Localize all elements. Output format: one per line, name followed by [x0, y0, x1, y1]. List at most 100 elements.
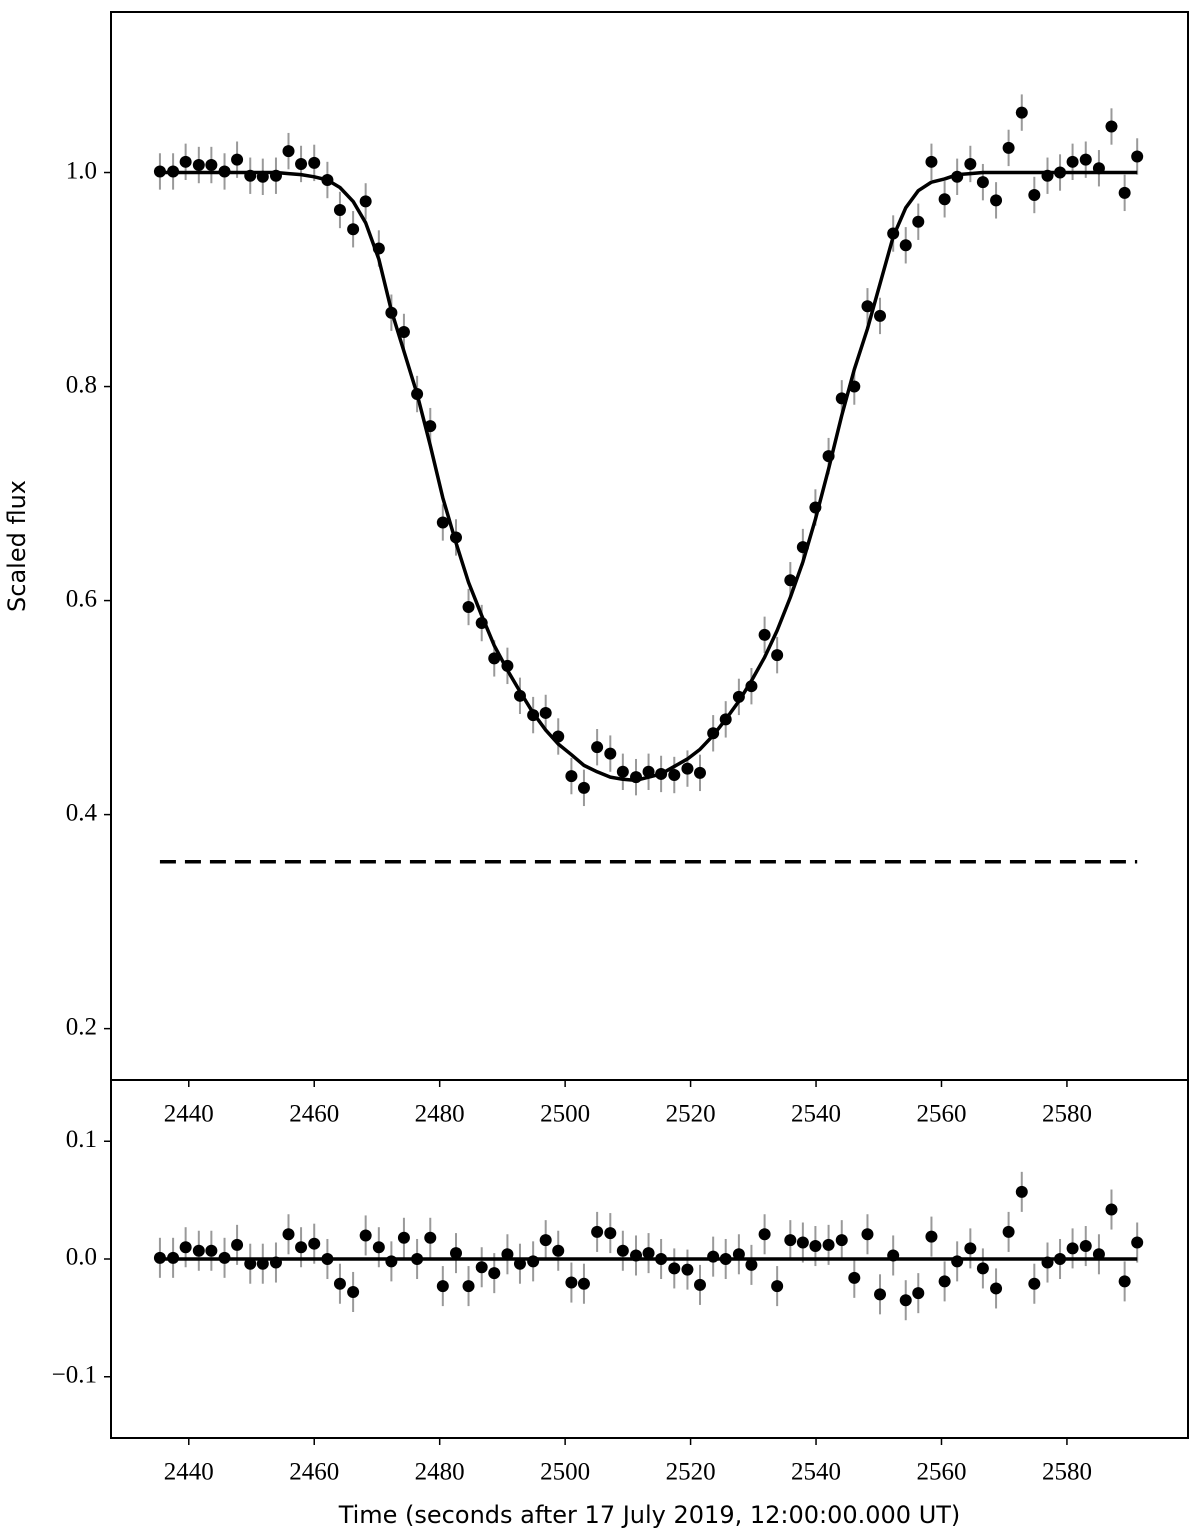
data-point [1131, 1236, 1144, 1249]
data-point [771, 649, 784, 662]
x-tick-label: 2540 [791, 1101, 841, 1128]
data-point [359, 195, 372, 208]
x-tick-label: 2460 [289, 1101, 339, 1128]
x-tick-label: 2480 [415, 1459, 465, 1486]
data-point [707, 1250, 720, 1263]
panel: 0.2 0.4 0.6 0.8 1.0 2440 2460 2480 2500 2520 2540 2… [3, 11, 1189, 1128]
data-point [796, 1236, 809, 1249]
data-point [295, 157, 308, 170]
data-point [616, 1244, 629, 1257]
x-tick-label: 2460 [289, 1459, 339, 1486]
data-point [976, 1262, 989, 1275]
data-point [372, 1241, 385, 1254]
data-point [604, 1227, 617, 1240]
data-point [565, 1276, 578, 1289]
x-tick-label: 2560 [916, 1459, 966, 1486]
x-tick-label: 2500 [540, 1101, 590, 1128]
data-point [1131, 150, 1144, 163]
data-point [693, 766, 706, 779]
data-point [1118, 186, 1131, 199]
data-point [308, 156, 321, 169]
data-point [784, 1234, 797, 1247]
data-point [539, 706, 552, 719]
data-point [449, 1247, 462, 1260]
data-point [938, 1275, 951, 1288]
data-point [295, 1241, 308, 1254]
x-axis-label: Time (seconds after 17 July 2019, 12:00:… [338, 1501, 961, 1529]
y-tick-label: 1.0 [66, 157, 97, 184]
data-point [861, 300, 874, 313]
data-point [951, 1255, 964, 1268]
data-point [488, 652, 501, 665]
data-point [925, 155, 938, 168]
panel: −0.1 0.0 0.1 2440 2460 2480 2500 2520 2540 2560 25… [52, 1079, 1189, 1529]
data-point [488, 1267, 501, 1280]
data-point [347, 223, 360, 236]
data-point [848, 1271, 861, 1284]
data-point [616, 765, 629, 778]
data-point [397, 325, 410, 338]
data-point [205, 1244, 218, 1257]
data-point [1079, 153, 1092, 166]
data-point [938, 193, 951, 206]
data-point [1066, 1242, 1079, 1255]
data-point [1015, 106, 1028, 119]
data-point [282, 145, 295, 158]
data-point [462, 600, 475, 613]
data-point [591, 1225, 604, 1238]
data-point [899, 1294, 912, 1307]
x-tick-label: 2580 [1042, 1101, 1092, 1128]
data-point [976, 176, 989, 189]
data-point [424, 1231, 437, 1244]
data-point [1028, 188, 1041, 201]
data-point [591, 741, 604, 754]
x-tick-label: 2560 [916, 1101, 966, 1128]
data-point [681, 762, 694, 775]
data-point [282, 1228, 295, 1241]
y-tick-label: −0.1 [52, 1361, 97, 1388]
data-point [385, 1255, 398, 1268]
y-tick-label: 0.4 [66, 799, 98, 826]
data-point [565, 770, 578, 783]
data-point [1002, 1225, 1015, 1238]
data-point [179, 155, 192, 168]
x-tick-label: 2580 [1042, 1459, 1092, 1486]
x-tick-label: 2500 [540, 1459, 590, 1486]
data-point [758, 628, 771, 641]
data-point [1118, 1275, 1131, 1288]
x-tick-label: 2520 [666, 1101, 716, 1128]
data-point [1105, 1203, 1118, 1216]
x-tick-label: 2520 [666, 1459, 716, 1486]
data-point [231, 1238, 244, 1251]
data-point [822, 1238, 835, 1251]
data-point [758, 1228, 771, 1241]
x-tick-label: 2440 [164, 1459, 214, 1486]
model-line [159, 170, 1138, 783]
data-point [436, 1280, 449, 1293]
data-point [604, 747, 617, 760]
data-point [681, 1263, 694, 1276]
data-point [436, 516, 449, 529]
data-point [397, 1231, 410, 1244]
data-point [205, 159, 218, 172]
data-point [475, 1261, 488, 1274]
data-point [552, 1244, 565, 1257]
data-point [809, 1240, 822, 1253]
data-point [990, 194, 1003, 207]
data-point [693, 1278, 706, 1291]
data-point [1079, 1240, 1092, 1253]
data-point [347, 1285, 360, 1298]
data-point [912, 1287, 925, 1300]
x-tick-label: 2480 [415, 1101, 465, 1128]
y-tick-label: 0.1 [66, 1126, 97, 1153]
y-tick-label: 0.0 [66, 1244, 97, 1271]
data-point [231, 153, 244, 166]
data-point [539, 1234, 552, 1247]
data-point [668, 769, 681, 782]
data-point [642, 1247, 655, 1260]
data-point [1002, 141, 1015, 154]
data-point [1028, 1277, 1041, 1290]
data-point [874, 309, 887, 322]
